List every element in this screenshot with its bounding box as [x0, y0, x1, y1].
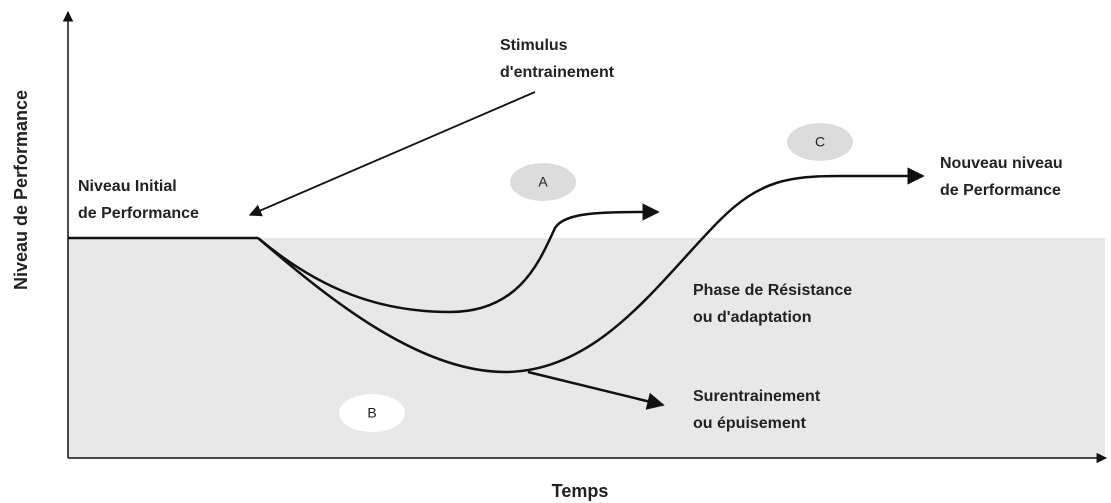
- stimulus-arrow: [248, 91, 536, 217]
- label: Phase de Résistance: [693, 282, 852, 299]
- label: d'entrainement: [500, 64, 615, 81]
- label: de Performance: [940, 182, 1061, 199]
- label: ou épuisement: [693, 415, 807, 432]
- label: Surentrainement: [693, 388, 821, 405]
- label: Nouveau niveau: [940, 155, 1063, 172]
- marker-c: C: [815, 134, 825, 150]
- label: Stimulus: [500, 37, 568, 54]
- marker-b-bg: [339, 394, 405, 432]
- label: ou d'adaptation: [693, 309, 811, 326]
- curve-b: [527, 370, 665, 410]
- x-label: Temps: [552, 481, 609, 501]
- marker-b: B: [367, 405, 376, 421]
- label: Niveau Initial: [78, 178, 177, 195]
- curve-a: [257, 203, 660, 314]
- marker-a: A: [538, 174, 548, 190]
- y-label: Niveau de Performance: [11, 90, 31, 290]
- marker-a-bg: [510, 163, 576, 201]
- curve-c: [257, 167, 925, 374]
- marker-c-bg: [787, 123, 853, 161]
- label: de Performance: [78, 205, 199, 222]
